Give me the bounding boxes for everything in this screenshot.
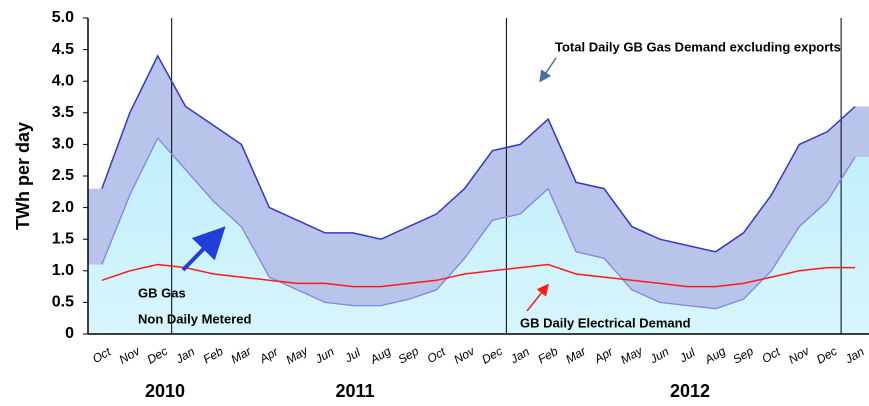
area (88, 55, 869, 309)
line (101, 136, 856, 310)
x-tick-label: Apr (256, 344, 281, 366)
y-tick-label: 4.5 (52, 41, 74, 58)
x-tick-label: Jan (842, 344, 867, 366)
y-tick-label: 1.0 (52, 262, 74, 279)
year-label: 2012 (670, 381, 710, 401)
x-tick-label: May (618, 343, 645, 367)
annotation: GB Gas (138, 285, 186, 300)
line (101, 263, 856, 288)
x-tick-label: Jan (172, 344, 197, 366)
y-tick-label: 3.5 (52, 104, 74, 121)
annotation: GB Daily Electrical Demand (520, 315, 691, 330)
year-label: 2011 (335, 381, 374, 401)
x-tick-label: Jun (312, 344, 337, 366)
x-tick-label: Mar (229, 344, 255, 367)
x-tick-label: Jul (342, 345, 363, 365)
x-tick-label: Dec (479, 344, 504, 367)
x-tick-label: Sep (730, 344, 756, 367)
x-tick-label: May (283, 343, 310, 367)
y-tick-label: 2.0 (52, 199, 74, 216)
x-tick-label: Dec (145, 344, 170, 367)
x-tick-label: Apr (591, 344, 616, 366)
annotation-arrow (181, 226, 226, 272)
plot (88, 18, 869, 334)
x-tick-label: Jan (507, 344, 532, 366)
y-tick-label: 0 (65, 325, 74, 342)
x-tick-label: Mar (563, 344, 589, 367)
x-tick-label: Nov (786, 343, 812, 366)
y-tick-label: 2.5 (52, 167, 74, 184)
y-tick-label: 3.0 (52, 136, 74, 153)
x-tick-label: Nov (451, 343, 477, 366)
x-tick-label: Aug (367, 344, 394, 367)
x-tick-label: Oct (759, 344, 783, 366)
y-axis-label: TWh per day (13, 122, 33, 230)
x-tick-label: Dec (814, 344, 839, 367)
area (88, 138, 869, 334)
year-label: 2010 (145, 381, 185, 401)
annotation-arrow (526, 283, 549, 312)
x-tick-label: Sep (396, 344, 422, 367)
y-tick-label: 1.5 (52, 230, 74, 247)
x-tick-label: Jul (676, 345, 697, 365)
x-tick-label: Nov (117, 343, 143, 366)
annotation: Total Daily GB Gas Demand excluding expo… (555, 39, 841, 54)
x-tick-label: Feb (201, 344, 226, 367)
y-tick-label: 4.0 (52, 72, 74, 89)
x-tick-label: Feb (535, 344, 560, 367)
x-tick-label: Oct (425, 344, 449, 366)
x-tick-label: Aug (702, 344, 729, 367)
y-tick-label: 0.5 (52, 294, 74, 311)
x-tick-label: Jun (647, 344, 672, 366)
annotation: Non Daily Metered (138, 311, 251, 326)
x-tick-label: Oct (90, 344, 114, 366)
y-tick-label: 5.0 (52, 9, 74, 26)
line (101, 54, 856, 253)
annotation-arrow (539, 57, 557, 83)
